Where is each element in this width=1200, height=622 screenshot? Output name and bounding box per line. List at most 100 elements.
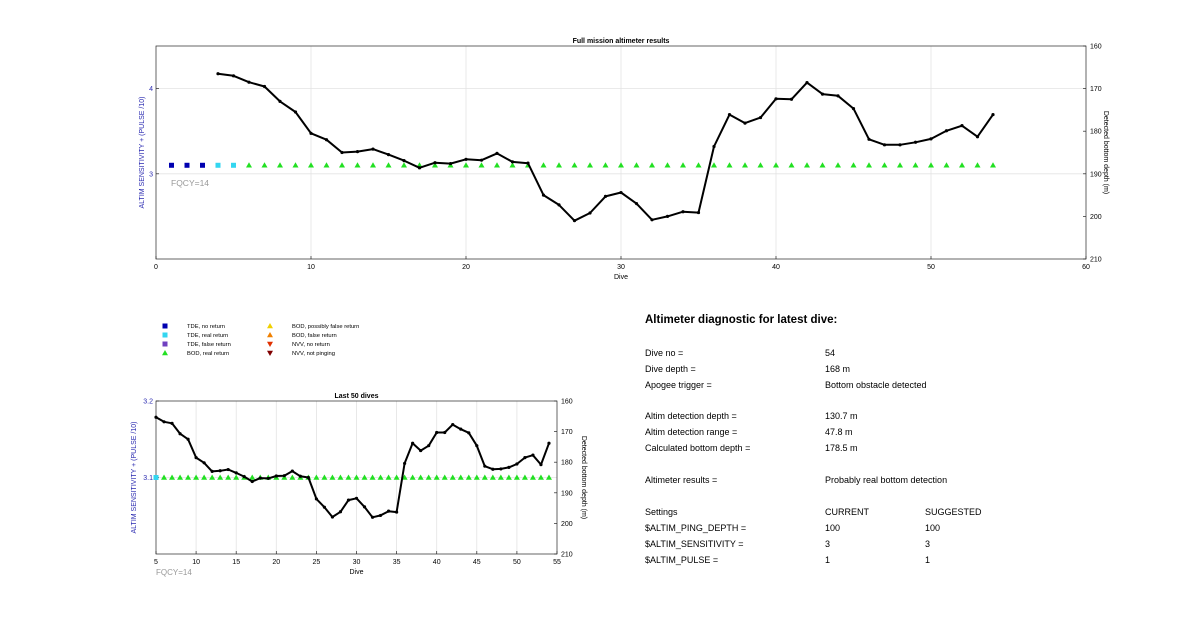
legend-label: BOD, possibly false return: [292, 324, 359, 330]
x-tick-label: 40: [772, 264, 780, 271]
bod-marker: [409, 474, 416, 480]
setting-suggested-pulse: 1: [925, 555, 931, 565]
bod-marker: [788, 162, 795, 168]
depth-point: [435, 430, 439, 435]
depth-point: [960, 124, 964, 128]
y2-tick-label: 200: [561, 521, 573, 528]
depth-point: [266, 476, 270, 481]
depth-point: [247, 80, 251, 84]
diag-value-altimeter-results: Probably real bottom detection: [825, 475, 948, 485]
bod-marker: [441, 474, 448, 480]
diag-label-detection-range: Altim detection range =: [645, 427, 738, 437]
x-tick-label: 35: [393, 559, 401, 566]
setting-current-sensitivity: 3: [825, 539, 831, 549]
depth-point: [572, 219, 577, 223]
bod-marker: [649, 162, 655, 168]
depth-point: [226, 467, 230, 472]
x-tick-label: 10: [307, 264, 315, 271]
depth-point: [290, 469, 294, 473]
bod-marker: [545, 474, 552, 480]
bod-marker: [618, 162, 624, 168]
depth-point: [402, 158, 406, 163]
x-tick-label: 40: [433, 559, 441, 566]
bod-marker: [513, 474, 520, 480]
legend-marker: [162, 323, 168, 329]
bod-marker: [473, 474, 480, 480]
depth-point: [274, 474, 278, 478]
bod-marker: [161, 474, 168, 480]
depth-point: [743, 121, 747, 125]
bod-marker: [835, 162, 841, 168]
bod-marker: [261, 162, 268, 168]
bod-marker: [169, 474, 176, 480]
depth-point: [371, 147, 375, 151]
depth-point: [758, 115, 763, 120]
bod-marker: [193, 474, 200, 480]
depth-point: [523, 456, 527, 460]
depth-point: [324, 138, 329, 142]
depth-point: [712, 144, 716, 149]
bod-marker: [339, 162, 345, 168]
y-axis-label: ALTIM SENSITIVITY + (PULSE /10): [131, 422, 138, 534]
diag-value-detection-depth: 130.7 m: [825, 411, 858, 421]
setting-label-sensitivity: $ALTIM_SENSITIVITY =: [645, 539, 744, 549]
bod-marker: [337, 474, 344, 480]
depth-point: [314, 497, 318, 501]
bod-marker: [489, 474, 496, 480]
bod-marker: [529, 474, 536, 480]
depth-point: [395, 510, 399, 514]
depth-point: [479, 158, 484, 162]
depth-point: [944, 129, 949, 133]
fqcy-annotation: FQCY=14: [156, 568, 192, 577]
settings-header-label: Settings: [645, 507, 678, 517]
bod-marker: [866, 162, 872, 168]
x-tick-label: 0: [154, 264, 158, 271]
depth-point: [293, 110, 298, 114]
bod-marker: [313, 474, 320, 480]
depth-point: [427, 444, 431, 448]
depth-point: [820, 92, 825, 96]
depth-point: [282, 474, 286, 478]
y2-tick-label: 200: [1090, 214, 1102, 221]
depth-point: [991, 112, 995, 117]
bod-marker: [377, 474, 384, 480]
bod-marker: [680, 162, 686, 168]
depth-point: [186, 437, 190, 441]
bod-marker: [850, 162, 857, 168]
depth-point: [258, 476, 262, 480]
x-axis-label: Dive: [614, 274, 628, 281]
bod-marker: [289, 474, 296, 480]
depth-point: [696, 210, 701, 215]
legend-label: BOD, false return: [292, 333, 337, 339]
depth-point: [929, 137, 933, 141]
depth-point: [216, 72, 220, 76]
depth-point: [250, 479, 254, 484]
depth-point: [154, 415, 158, 419]
bod-marker: [959, 162, 965, 168]
depth-point: [681, 210, 685, 214]
depth-point: [898, 143, 902, 147]
depth-point: [309, 131, 313, 135]
depth-point: [306, 475, 310, 480]
depth-point: [170, 421, 174, 425]
bod-marker: [329, 474, 336, 480]
depth-point: [650, 218, 654, 222]
legend-label: BOD, real return: [187, 351, 229, 357]
depth-point: [541, 193, 546, 197]
depth-point: [836, 94, 840, 98]
bod-marker: [321, 474, 328, 480]
y2-tick-label: 170: [561, 429, 573, 436]
y2-tick-label: 210: [1090, 257, 1102, 264]
diag-value-dive-no: 54: [825, 348, 836, 358]
depth-point: [218, 469, 222, 473]
bod-marker: [540, 162, 547, 168]
y2-tick-label: 180: [1090, 129, 1102, 136]
setting-current-pulse: 1: [825, 555, 831, 565]
depth-point: [443, 430, 447, 435]
depth-point: [547, 441, 551, 445]
bod-marker: [308, 162, 314, 168]
bod-marker: [602, 162, 609, 168]
depth-point: [805, 81, 809, 85]
x-tick-label: 55: [553, 559, 561, 566]
bod-marker: [185, 474, 192, 480]
